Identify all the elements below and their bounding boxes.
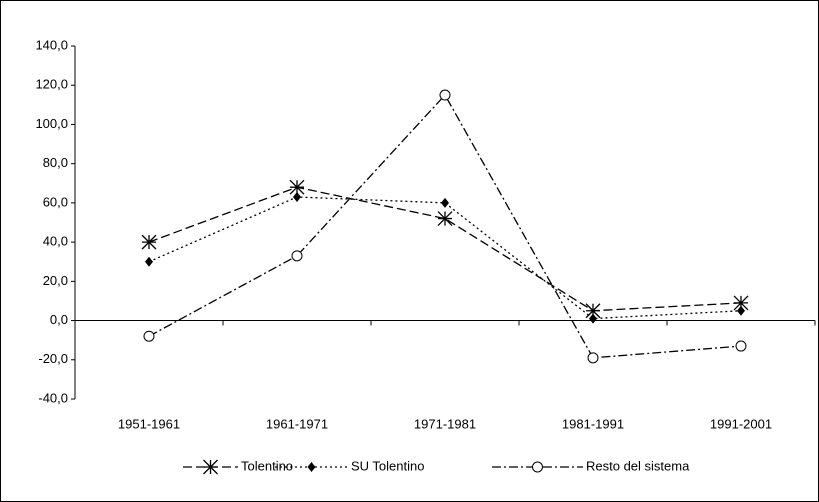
x-tick-label: 1971-1981	[414, 416, 476, 431]
marker	[532, 461, 543, 473]
legend-label: SU Tolentino	[351, 458, 424, 473]
marker	[733, 295, 749, 311]
marker-shape	[293, 192, 301, 203]
marker	[307, 462, 316, 472]
legend-label: Tolentino	[241, 458, 293, 473]
marker-shape	[439, 89, 451, 101]
marker	[735, 340, 747, 352]
marker	[589, 313, 597, 324]
marker	[587, 352, 599, 364]
marker-shape	[587, 352, 599, 364]
marker-shape	[203, 459, 218, 475]
y-tick-label: 80,0	[43, 155, 68, 170]
series-line	[148, 196, 742, 320]
marker-shape	[141, 234, 157, 250]
marker	[441, 197, 449, 208]
marker-shape	[291, 250, 303, 262]
x-tick-label: 1951-1961	[118, 416, 180, 431]
y-tick-label: -20,0	[38, 351, 68, 366]
x-tick-label: 1981-1991	[562, 416, 624, 431]
y-tick-label: 140,0	[35, 37, 68, 52]
marker-shape	[737, 305, 745, 316]
marker-shape	[289, 179, 305, 195]
y-tick-label: 20,0	[43, 273, 68, 288]
marker-shape	[585, 303, 601, 319]
y-tick-label: 120,0	[35, 77, 68, 92]
x-tick-label: 1961-1971	[266, 416, 328, 431]
marker-shape	[733, 295, 749, 311]
marker	[291, 250, 303, 262]
marker-shape	[437, 211, 453, 227]
marker-shape	[735, 340, 747, 352]
marker	[145, 256, 153, 267]
marker	[585, 303, 601, 319]
y-tick-label: -40,0	[38, 390, 68, 405]
x-tick-label: 1991-2001	[710, 416, 772, 431]
marker-shape	[143, 330, 155, 342]
series-line	[148, 186, 742, 312]
marker	[437, 211, 453, 227]
legend-label: Resto del sistema	[586, 458, 690, 473]
marker	[293, 192, 301, 203]
marker-shape	[441, 197, 449, 208]
marker	[143, 330, 155, 342]
marker-shape	[532, 461, 543, 473]
marker-shape	[307, 462, 316, 472]
marker-shape	[589, 313, 597, 324]
marker	[737, 305, 745, 316]
marker	[203, 459, 218, 475]
marker-shape	[145, 256, 153, 267]
marker	[141, 234, 157, 250]
marker	[289, 179, 305, 195]
y-tick-label: 0,0	[50, 312, 68, 327]
marker	[439, 89, 451, 101]
y-tick-label: 40,0	[43, 234, 68, 249]
y-tick-label: 100,0	[35, 116, 68, 131]
y-tick-label: 60,0	[43, 194, 68, 209]
